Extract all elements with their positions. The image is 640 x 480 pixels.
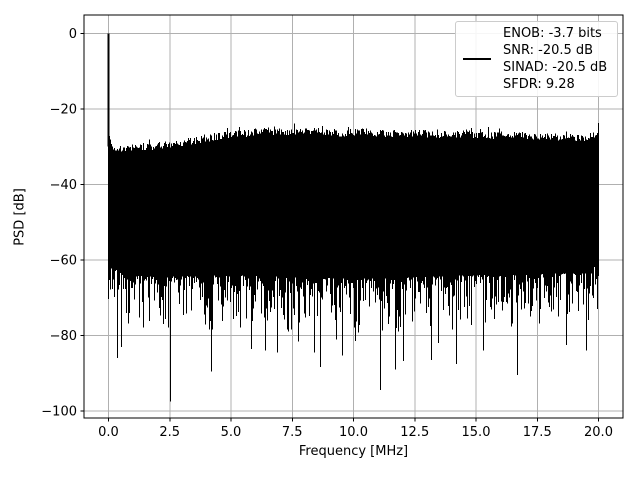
legend-sfdr: SFDR: 9.28: [503, 77, 575, 92]
legend-snr: SNR: -20.5 dB: [503, 43, 594, 58]
y-tick-label: −80: [50, 329, 77, 344]
x-tick-label: 20.0: [584, 425, 613, 440]
legend: ENOB: -3.7 bits SNR: -20.5 dB SINAD: -20…: [455, 21, 618, 97]
legend-text-block: ENOB: -3.7 bits SNR: -20.5 dB SINAD: -20…: [503, 25, 607, 93]
y-tick-label: −100: [41, 405, 77, 420]
x-tick-label: 10.0: [339, 425, 368, 440]
x-tick-label: 2.5: [159, 425, 180, 440]
legend-enob: ENOB: -3.7 bits: [503, 26, 602, 41]
x-tick-label: 12.5: [400, 425, 429, 440]
legend-line-sample: [463, 58, 491, 60]
x-tick-label: 15.0: [462, 425, 491, 440]
y-tick-label: −60: [50, 253, 77, 268]
y-tick-label: 0: [69, 27, 77, 42]
x-tick-label: 0.0: [98, 425, 119, 440]
y-axis-label: PSD [dB]: [12, 187, 28, 246]
x-axis-label: Frequency [MHz]: [298, 444, 409, 459]
x-tick-label: 5.0: [221, 425, 242, 440]
y-tick-label: −20: [50, 102, 77, 117]
x-tick-label: 7.5: [282, 425, 303, 440]
legend-sinad: SINAD: -20.5 dB: [503, 60, 608, 75]
x-tick-label: 17.5: [523, 425, 552, 440]
y-tick-label: −40: [50, 178, 77, 193]
